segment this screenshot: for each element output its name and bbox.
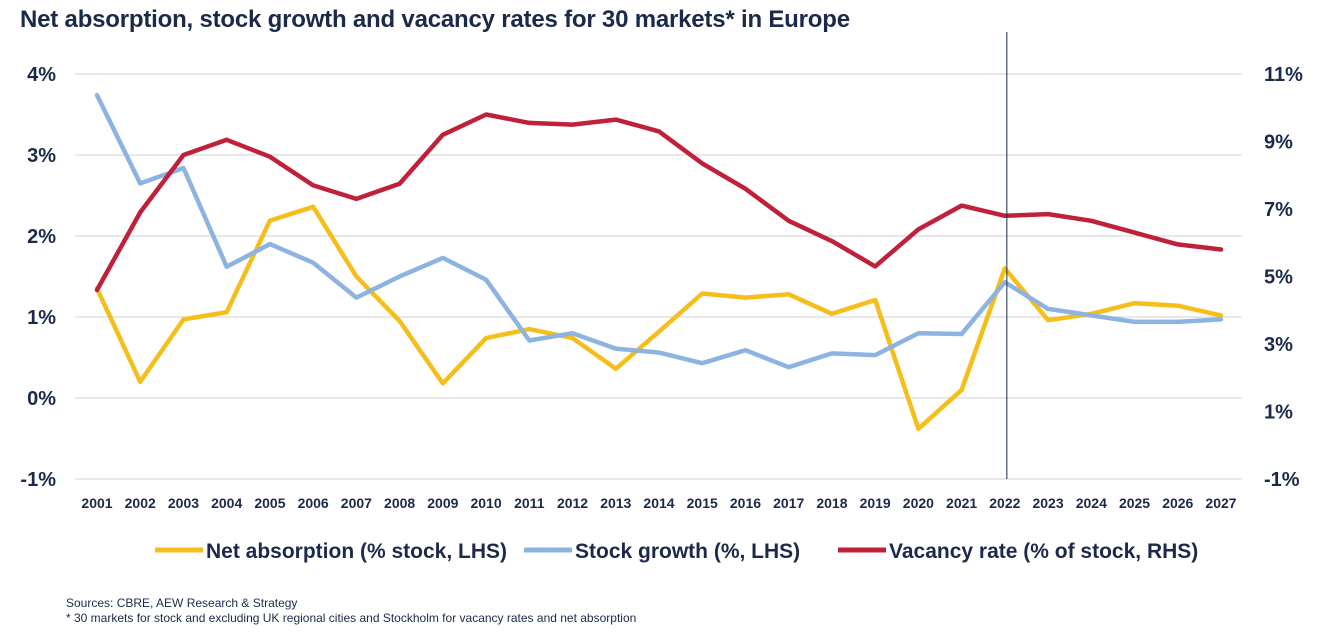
left-tick-label: 2% bbox=[27, 226, 56, 248]
x-tick-label: 2016 bbox=[730, 495, 761, 511]
right-tick-label: 5% bbox=[1264, 267, 1293, 289]
left-axis: -1% 0% 1% 2% 3% 4% bbox=[20, 64, 56, 491]
right-tick-label: 7% bbox=[1264, 199, 1293, 221]
left-tick-label: 1% bbox=[27, 307, 56, 329]
left-tick-label: 0% bbox=[27, 388, 56, 410]
legend: Net absorption (% stock, LHS) Stock growt… bbox=[155, 540, 1198, 563]
net-absorption-line bbox=[94, 204, 1224, 432]
x-tick-label: 2025 bbox=[1119, 495, 1150, 511]
legend-label: Net absorption (% stock, LHS) bbox=[206, 540, 507, 563]
x-tick-label: 2021 bbox=[946, 495, 977, 511]
right-tick-label: 11% bbox=[1264, 64, 1303, 86]
legend-stock-growth: Stock growth (%, LHS) bbox=[524, 540, 800, 563]
markets-footnote: * 30 markets for stock and excluding UK … bbox=[66, 611, 637, 625]
x-tick-label: 2004 bbox=[211, 495, 242, 511]
right-tick-label: 3% bbox=[1264, 334, 1293, 356]
vacancy-rate-line bbox=[94, 112, 1224, 293]
right-tick-label: -1% bbox=[1264, 469, 1300, 491]
right-tick-label: 1% bbox=[1264, 402, 1293, 424]
x-tick-label: 2012 bbox=[557, 495, 588, 511]
x-tick-label: 2017 bbox=[773, 495, 804, 511]
x-tick-label: 2027 bbox=[1205, 495, 1236, 511]
x-tick-label: 2010 bbox=[470, 495, 501, 511]
left-tick-label: 3% bbox=[27, 145, 56, 167]
x-tick-label: 2011 bbox=[514, 495, 545, 511]
series-lines bbox=[94, 92, 1224, 432]
sources-note: Sources: CBRE, AEW Research & Strategy bbox=[66, 596, 298, 610]
right-tick-label: 9% bbox=[1264, 132, 1293, 154]
x-tick-label: 2020 bbox=[903, 495, 934, 511]
x-tick-label: 2019 bbox=[860, 495, 891, 511]
left-tick-label: -1% bbox=[20, 469, 56, 491]
x-tick-label: 2008 bbox=[384, 495, 415, 511]
x-tick-label: 2014 bbox=[643, 495, 674, 511]
right-axis: -1% 1% 3% 5% 7% 9% 11% bbox=[1264, 64, 1303, 491]
x-tick-label: 2003 bbox=[168, 495, 199, 511]
x-tick-label: 2005 bbox=[254, 495, 285, 511]
legend-label: Stock growth (%, LHS) bbox=[575, 540, 800, 563]
x-tick-label: 2009 bbox=[427, 495, 458, 511]
x-tick-label: 2001 bbox=[81, 495, 112, 511]
x-tick-label: 2026 bbox=[1162, 495, 1193, 511]
legend-net-absorption: Net absorption (% stock, LHS) bbox=[155, 540, 507, 563]
stock-growth-line bbox=[94, 92, 1224, 370]
x-tick-label: 2018 bbox=[816, 495, 847, 511]
x-tick-label: 2024 bbox=[1076, 495, 1107, 511]
gridlines bbox=[75, 73, 1242, 480]
x-axis: 2001 2002 2003 2004 2005 2006 2007 2008 2009 2010… bbox=[81, 495, 1236, 511]
legend-vacancy-rate: Vacancy rate (% of stock, RHS) bbox=[838, 540, 1198, 563]
chart-title: Net absorption, stock growth and vacancy… bbox=[20, 6, 850, 33]
left-tick-label: 4% bbox=[27, 64, 56, 86]
x-tick-label: 2022 bbox=[989, 495, 1020, 511]
x-tick-label: 2007 bbox=[341, 495, 372, 511]
x-tick-label: 2013 bbox=[600, 495, 631, 511]
x-tick-label: 2006 bbox=[298, 495, 329, 511]
legend-label: Vacancy rate (% of stock, RHS) bbox=[889, 540, 1198, 563]
x-tick-label: 2015 bbox=[687, 495, 718, 511]
x-tick-label: 2023 bbox=[1032, 495, 1063, 511]
x-tick-label: 2002 bbox=[125, 495, 156, 511]
